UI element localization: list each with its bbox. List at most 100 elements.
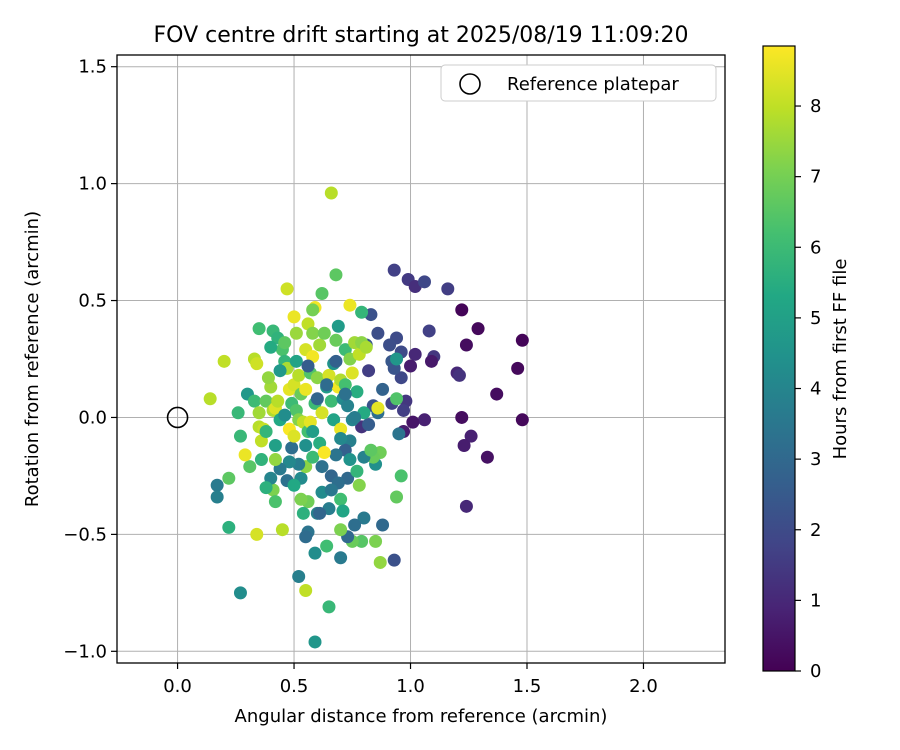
data-point <box>210 478 224 492</box>
legend: Reference platepar <box>440 64 717 102</box>
data-point <box>259 424 273 438</box>
y-tick-label: 1.0 <box>78 174 107 195</box>
data-point <box>222 520 236 534</box>
data-point <box>292 569 306 583</box>
data-point <box>315 406 329 420</box>
data-point <box>406 415 420 429</box>
data-point <box>331 319 345 333</box>
data-point <box>299 382 313 396</box>
data-point <box>310 371 324 385</box>
colorbar-tick-label: 3 <box>810 449 821 470</box>
x-tick-label: 0.0 <box>163 676 192 697</box>
data-point <box>306 424 320 438</box>
data-point <box>341 399 355 413</box>
data-point <box>329 333 343 347</box>
data-point <box>250 357 264 371</box>
data-point <box>299 584 313 598</box>
data-point <box>315 460 329 474</box>
data-point <box>268 439 282 453</box>
data-point <box>231 406 245 420</box>
data-point <box>490 387 504 401</box>
data-point <box>390 490 404 504</box>
y-axis-label: Rotation from reference (arcmin) <box>22 211 43 507</box>
data-point <box>306 303 320 317</box>
data-point <box>285 441 299 455</box>
data-point <box>362 364 376 378</box>
data-point <box>329 448 343 462</box>
data-point <box>308 546 322 560</box>
data-point <box>350 464 364 478</box>
x-axis-label: Angular distance from reference (arcmin) <box>235 706 608 727</box>
data-point <box>471 322 485 336</box>
data-point <box>222 471 236 485</box>
data-point <box>371 401 385 415</box>
data-point <box>301 359 315 373</box>
data-point <box>455 303 469 317</box>
legend-open-circle-icon <box>459 73 481 95</box>
data-point <box>362 417 376 431</box>
data-point <box>515 333 529 347</box>
data-point <box>480 450 494 464</box>
colorbar-tick-label: 0 <box>810 661 821 682</box>
data-point <box>397 403 411 417</box>
data-point <box>387 553 401 567</box>
data-point <box>422 324 436 338</box>
data-point <box>424 354 438 368</box>
data-point <box>334 523 348 537</box>
data-point <box>306 450 320 464</box>
data-point <box>296 506 310 520</box>
data-point <box>383 338 397 352</box>
data-point <box>408 347 422 361</box>
data-point <box>329 354 343 368</box>
data-point <box>373 555 387 569</box>
data-point <box>329 268 343 282</box>
data-point <box>278 336 292 350</box>
data-point <box>343 298 357 312</box>
data-point <box>343 453 357 467</box>
data-point <box>338 378 352 392</box>
data-point <box>261 371 275 385</box>
data-point <box>394 371 408 385</box>
colorbar-label: Hours from first FF file <box>830 259 851 460</box>
y-tick-label: 1.5 <box>78 57 107 78</box>
data-point <box>252 406 266 420</box>
reference-platepar-marker <box>166 406 189 429</box>
data-point <box>455 410 469 424</box>
data-point <box>287 478 301 492</box>
data-point <box>441 282 455 296</box>
data-point <box>308 635 322 649</box>
data-point <box>394 469 408 483</box>
data-point <box>233 586 247 600</box>
data-point <box>417 413 431 427</box>
data-point <box>278 408 292 422</box>
data-point <box>250 527 264 541</box>
data-point <box>404 359 418 373</box>
data-point <box>324 394 338 408</box>
data-point <box>352 478 366 492</box>
x-axis: 0.0 0.5 1.0 1.5 2.0 <box>163 663 658 697</box>
x-tick-label: 1.5 <box>513 676 542 697</box>
colorbar-tick-label: 5 <box>810 308 821 329</box>
data-point <box>334 422 348 436</box>
data-point <box>355 305 369 319</box>
data-point <box>387 263 401 277</box>
data-point <box>313 338 327 352</box>
legend-label: Reference platepar <box>507 74 679 95</box>
data-point <box>203 392 217 406</box>
data-point <box>289 354 303 368</box>
data-point <box>268 453 282 467</box>
data-point <box>392 427 406 441</box>
data-point <box>334 492 348 506</box>
y-tick-label: −1.0 <box>63 641 107 662</box>
data-point <box>268 495 282 509</box>
x-tick-label: 2.0 <box>629 676 658 697</box>
data-point <box>247 394 261 408</box>
data-point <box>287 310 301 324</box>
data-point <box>322 600 336 614</box>
data-point <box>452 368 466 382</box>
data-point <box>515 413 529 427</box>
data-point <box>299 439 313 453</box>
data-point <box>259 481 273 495</box>
colorbar: 0 1 2 3 4 5 6 7 8 Hours from first FF file <box>762 45 851 682</box>
